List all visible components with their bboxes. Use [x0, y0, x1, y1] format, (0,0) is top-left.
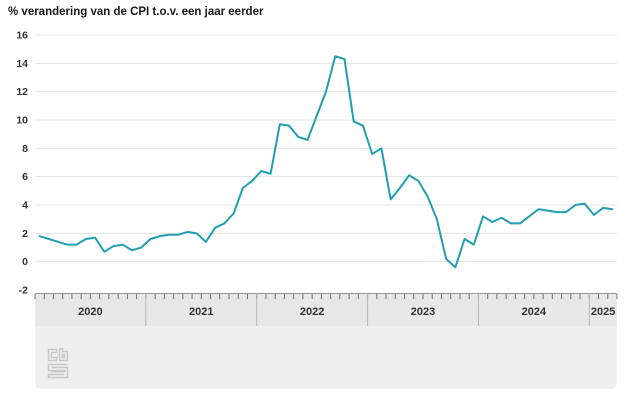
year-label: 2023 [411, 306, 435, 318]
year-label: 2020 [78, 306, 102, 318]
cpi-line-series [38, 55, 614, 269]
y-tick-label: 14 [16, 58, 28, 70]
y-tick-label: 16 [16, 30, 28, 42]
cbs-logo-icon [47, 348, 69, 379]
year-label: 2025 [591, 306, 615, 318]
chart-title: % verandering van de CPI t.o.v. een jaar… [8, 6, 264, 18]
y-tick-label: -2 [19, 285, 28, 297]
y-tick-label: 6 [22, 171, 28, 183]
y-tick-label: 10 [16, 115, 28, 127]
year-label: 2022 [300, 306, 324, 318]
month-ticks [34, 294, 618, 299]
year-labels: 2020 2021 2022 2023 2024 2025 [78, 293, 615, 326]
y-tick-label: 8 [22, 143, 28, 155]
y-tick-label: 0 [22, 256, 28, 268]
cbs-logo-paths [47, 348, 69, 379]
x-axis-band [35, 293, 617, 389]
y-axis-labels: 16 14 12 10 8 6 4 2 0 -2 [16, 30, 28, 297]
gridlines [35, 34, 617, 263]
year-label: 2024 [522, 306, 547, 318]
y-tick-label: 4 [22, 200, 28, 212]
y-tick-label: 12 [16, 86, 28, 98]
y-tick-label: 2 [22, 228, 28, 240]
year-label: 2021 [189, 306, 213, 318]
